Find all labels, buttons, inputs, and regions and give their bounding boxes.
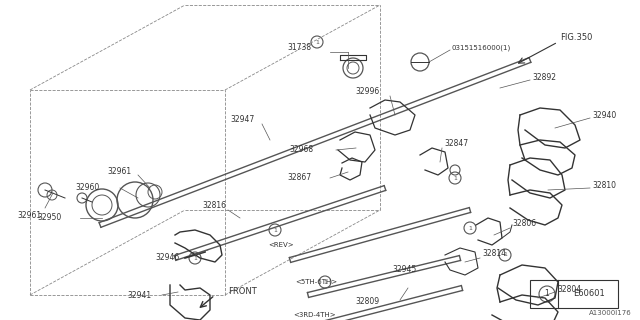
Text: 31738: 31738 [288,44,312,52]
Text: FRONT: FRONT [228,287,257,297]
Text: 32996: 32996 [356,87,380,97]
Text: 32867: 32867 [288,173,312,182]
Text: 32961: 32961 [18,211,42,220]
Text: 32892: 32892 [532,74,556,83]
Text: 1: 1 [503,252,507,258]
Text: 1: 1 [315,39,319,44]
Text: 32806: 32806 [512,220,536,228]
Text: 32804: 32804 [557,285,581,294]
Text: 32816: 32816 [202,202,226,211]
Text: 32847: 32847 [444,140,468,148]
Text: 32961: 32961 [108,167,132,177]
Text: FIG.350: FIG.350 [560,34,593,43]
Text: 32941: 32941 [128,291,152,300]
Text: 32814: 32814 [482,250,506,259]
Text: 32968: 32968 [290,146,314,155]
Text: 32810: 32810 [592,181,616,190]
Text: 1: 1 [323,279,327,284]
Text: E60601: E60601 [573,290,605,299]
Text: 32960: 32960 [76,183,100,193]
Text: 32940: 32940 [592,111,616,121]
Text: A13000I176: A13000I176 [589,310,632,316]
Bar [530,280,618,308]
Text: 1: 1 [453,175,457,180]
Text: 32809: 32809 [356,298,380,307]
Text: 1: 1 [545,290,549,299]
Text: 1: 1 [468,226,472,230]
Text: 03151516000(1): 03151516000(1) [452,45,511,51]
Text: <REV>: <REV> [268,242,294,248]
Text: <3RD-4TH>: <3RD-4TH> [293,312,335,318]
Text: 32947: 32947 [231,116,255,124]
Text: 32950: 32950 [38,213,62,222]
Text: 1: 1 [193,255,197,260]
Text: 1: 1 [273,228,277,233]
Text: 32946: 32946 [156,253,180,262]
Text: 32945: 32945 [392,266,416,275]
Text: <5TH-6TH>: <5TH-6TH> [295,279,337,285]
